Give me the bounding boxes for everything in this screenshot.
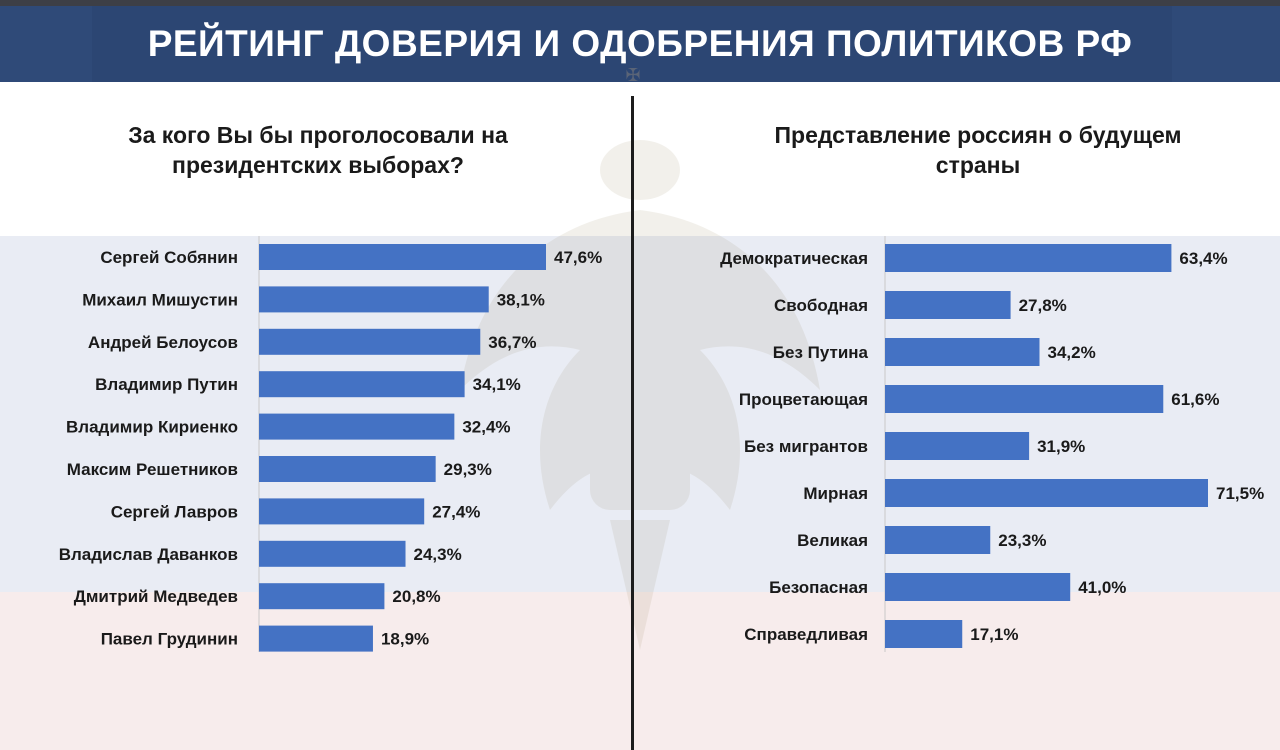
value-label: 71,5% [1216, 484, 1264, 503]
category-label: Свободная [774, 296, 868, 315]
value-label: 24,3% [414, 545, 462, 564]
bar [259, 328, 481, 355]
category-label: Максим Решетников [67, 460, 238, 479]
emblem-icon: ✠ [625, 65, 641, 85]
category-label: Андрей Белоусов [88, 333, 238, 352]
column-divider [631, 96, 634, 750]
bar [259, 371, 465, 398]
category-label: Справедливая [744, 625, 868, 644]
value-label: 17,1% [970, 625, 1018, 644]
value-label: 27,8% [1019, 296, 1067, 315]
category-label: Безопасная [769, 578, 868, 597]
category-label: Сергей Собянин [100, 248, 238, 267]
flag-red-band [0, 592, 1280, 750]
bar [259, 540, 406, 567]
category-label: Без мигрантов [744, 437, 868, 456]
category-label: Павел Грудинин [101, 630, 238, 649]
bar [259, 413, 455, 440]
category-label: Мирная [803, 484, 868, 503]
bar [885, 338, 1040, 366]
bar [885, 526, 991, 554]
category-label: Владимир Путин [95, 375, 238, 394]
bar [259, 286, 489, 313]
header-banner: РЕЙТИНГ ДОВЕРИЯ И ОДОБРЕНИЯ ПОЛИТИКОВ РФ [0, 6, 1280, 82]
bar [885, 385, 1164, 413]
header-panel [92, 6, 1172, 82]
value-label: 63,4% [1179, 249, 1227, 268]
value-label: 47,6% [554, 248, 602, 267]
bar [885, 573, 1071, 601]
bar [259, 583, 385, 610]
right-chart-title-line-1: Представление россиян о будущем [774, 122, 1182, 148]
value-label: 34,1% [473, 375, 521, 394]
value-label: 18,9% [381, 630, 429, 649]
page-title: РЕЙТИНГ ДОВЕРИЯ И ОДОБРЕНИЯ ПОЛИТИКОВ РФ [147, 23, 1133, 64]
bar [259, 456, 436, 482]
bar [259, 244, 546, 270]
bar [885, 620, 963, 648]
bar [885, 244, 1172, 272]
category-label: Владислав Даванков [59, 545, 238, 564]
category-label: Демократическая [720, 249, 868, 268]
value-label: 38,1% [497, 290, 545, 309]
vote-chart: Сергей Собянин 47,6% Михаил Мишустин 38,1% А… [59, 236, 602, 652]
value-label: 29,3% [444, 460, 492, 479]
category-label: Процветающая [739, 390, 868, 409]
value-label: 61,6% [1171, 390, 1219, 409]
flag-blue-band [0, 236, 1280, 592]
bar [885, 479, 1208, 507]
left-chart-title-line-2: президентских выборах? [172, 152, 464, 178]
value-label: 27,4% [432, 502, 480, 521]
value-label: 41,0% [1078, 578, 1126, 597]
right-chart-title-line-2: страны [935, 152, 1021, 178]
category-label: Дмитрий Медведев [74, 587, 238, 606]
value-label: 20,8% [392, 587, 440, 606]
category-label: Владимир Кириенко [66, 418, 238, 437]
category-label: Без Путина [773, 343, 869, 362]
bar [259, 498, 425, 525]
category-label: Великая [797, 531, 868, 550]
value-label: 32,4% [462, 418, 510, 437]
value-label: 23,3% [998, 531, 1046, 550]
right-chart-title: Представление россиян о будущем страны [700, 120, 1256, 180]
left-chart-title: За кого Вы бы проголосовали на президент… [40, 120, 596, 180]
category-label: Сергей Лавров [111, 502, 238, 521]
value-label: 31,9% [1037, 437, 1085, 456]
value-label: 34,2% [1047, 343, 1095, 362]
future-chart: Демократическая 63,4% Свободная 27,8% Без Пу… [720, 236, 1264, 652]
left-chart-title-line-1: За кого Вы бы проголосовали на [128, 122, 508, 148]
bar [259, 625, 373, 652]
bar [885, 291, 1011, 319]
category-label: Михаил Мишустин [82, 290, 238, 309]
top-strip [0, 0, 1280, 6]
bar [885, 432, 1030, 460]
coat-of-arms-watermark-icon [460, 140, 820, 650]
value-label: 36,7% [488, 333, 536, 352]
